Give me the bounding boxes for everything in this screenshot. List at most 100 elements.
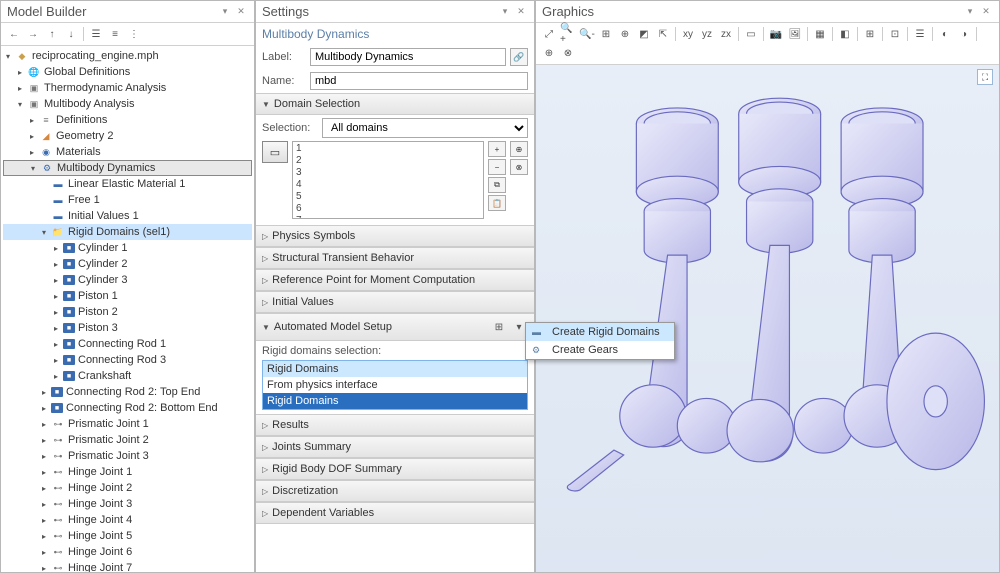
gfx-tb-icon[interactable]: zx	[717, 25, 735, 43]
gfx-tb-icon[interactable]: ▭	[742, 25, 760, 43]
gfx-tb-icon[interactable]: ⊡	[886, 25, 904, 43]
panel-menu-icon[interactable]: ▾	[963, 5, 977, 19]
rigid-sel-value[interactable]: Rigid Domains	[263, 361, 527, 377]
tree-rigid-domains[interactable]: Rigid Domains (sel1)	[67, 226, 170, 238]
tree-free[interactable]: Free 1	[67, 194, 100, 206]
section-physics[interactable]: ▷Physics Symbols	[256, 225, 534, 247]
panel-close-icon[interactable]: ✕	[514, 5, 528, 19]
section-results[interactable]: ▷Results	[256, 414, 534, 436]
tree-pj1[interactable]: Prismatic Joint 1	[67, 418, 149, 430]
tree-multibody-ana[interactable]: Multibody Analysis	[43, 98, 135, 110]
panel-menu-icon[interactable]: ▾	[498, 5, 512, 19]
domain-add-icon[interactable]: +	[488, 141, 506, 157]
tree-cr2bot[interactable]: Connecting Rod 2: Bottom End	[65, 402, 218, 414]
gfx-tb-icon[interactable]: ⊕	[616, 25, 634, 43]
tree-mbd[interactable]: Multibody Dynamics	[56, 162, 155, 174]
tree-cyl1[interactable]: Cylinder 1	[77, 242, 128, 254]
rigid-sel-opt-rigid[interactable]: Rigid Domains	[263, 393, 527, 409]
tb-expand-icon[interactable]: ☰	[87, 25, 105, 43]
panel-menu-icon[interactable]: ▾	[218, 5, 232, 19]
tree-definitions[interactable]: Definitions	[55, 114, 107, 126]
menu-create-rigid[interactable]: ▬ Create Rigid Domains	[526, 323, 674, 341]
gfx-tb-icon[interactable]: 🔍-	[578, 25, 596, 43]
tree-materials[interactable]: Materials	[55, 146, 101, 158]
autosetup-action-icon[interactable]: ⊞	[490, 318, 508, 336]
rigid-domains-dropdown[interactable]: Rigid Domains From physics interface Rig…	[262, 360, 528, 410]
gfx-tb-icon[interactable]: ◩	[635, 25, 653, 43]
tree-hj2[interactable]: Hinge Joint 2	[67, 482, 132, 494]
tree-hj4[interactable]: Hinge Joint 4	[67, 514, 132, 526]
tree-cr3[interactable]: Connecting Rod 3	[77, 354, 166, 366]
section-discret[interactable]: ▷Discretization	[256, 480, 534, 502]
tb-more-icon[interactable]: ⋮	[125, 25, 143, 43]
gfx-tb-icon[interactable]: ⊞	[597, 25, 615, 43]
tree-cyl3[interactable]: Cylinder 3	[77, 274, 128, 286]
tree-lem[interactable]: Linear Elastic Material 1	[67, 178, 185, 190]
tb-collapse-icon[interactable]: ≡	[106, 25, 124, 43]
selection-dropdown[interactable]: All domains	[322, 118, 528, 138]
section-domain-selection[interactable]: ▼ Domain Selection	[256, 93, 534, 115]
tree-cyl2[interactable]: Cylinder 2	[77, 258, 128, 270]
label-link-icon[interactable]: 🔗	[510, 48, 528, 66]
tree-geometry[interactable]: Geometry 2	[55, 130, 113, 142]
gfx-tb-icon[interactable]: ◐	[936, 25, 954, 43]
panel-close-icon[interactable]: ✕	[979, 5, 993, 19]
panel-close-icon[interactable]: ✕	[234, 5, 248, 19]
tree-hj1[interactable]: Hinge Joint 1	[67, 466, 132, 478]
section-rigiddof[interactable]: ▷Rigid Body DOF Summary	[256, 458, 534, 480]
section-initvals[interactable]: ▷Initial Values	[256, 291, 534, 313]
gfx-tb-icon[interactable]: yz	[698, 25, 716, 43]
tree-cr1[interactable]: Connecting Rod 1	[77, 338, 166, 350]
expand-viewport-icon[interactable]: ⛶	[977, 69, 993, 85]
gfx-tb-icon[interactable]: ◧	[836, 25, 854, 43]
gfx-tb-icon[interactable]: ⇱	[654, 25, 672, 43]
rigid-sel-opt-physics[interactable]: From physics interface	[263, 377, 527, 393]
gfx-tb-icon[interactable]: 📷	[767, 25, 785, 43]
tree-cr2top[interactable]: Connecting Rod 2: Top End	[65, 386, 200, 398]
tree-root[interactable]: reciprocating_engine.mph	[31, 50, 159, 62]
name-input[interactable]	[310, 72, 528, 90]
graphics-viewport[interactable]: ⛶	[536, 65, 999, 572]
section-depvars[interactable]: ▷Dependent Variables	[256, 502, 534, 524]
domain-zoom-icon[interactable]: ⊕	[510, 141, 528, 157]
model-tree[interactable]: ▾◆reciprocating_engine.mph ▸🌐Global Defi…	[1, 46, 254, 572]
tree-pis3[interactable]: Piston 3	[77, 322, 118, 334]
tree-hj5[interactable]: Hinge Joint 5	[67, 530, 132, 542]
gfx-tb-icon[interactable]: xy	[679, 25, 697, 43]
gfx-tb-icon[interactable]: ▦	[811, 25, 829, 43]
gfx-tb-icon[interactable]: ⊕	[540, 44, 558, 62]
label-input[interactable]	[310, 48, 506, 66]
gfx-tb-icon[interactable]: ⊞	[861, 25, 879, 43]
tree-pis1[interactable]: Piston 1	[77, 290, 118, 302]
gfx-tb-icon[interactable]: ☰	[911, 25, 929, 43]
tree-hj6[interactable]: Hinge Joint 6	[67, 546, 132, 558]
tree-global-def[interactable]: Global Definitions	[43, 66, 130, 78]
domain-remove-icon[interactable]: −	[488, 159, 506, 175]
gfx-tb-icon[interactable]: ◑	[955, 25, 973, 43]
tb-back-icon[interactable]: ←	[5, 25, 23, 43]
tree-thermo[interactable]: Thermodynamic Analysis	[43, 82, 166, 94]
section-joints[interactable]: ▷Joints Summary	[256, 436, 534, 458]
tb-down-icon[interactable]: ↓	[62, 25, 80, 43]
section-refpoint[interactable]: ▷Reference Point for Moment Computation	[256, 269, 534, 291]
section-autosetup[interactable]: ▼Automated Model Setup ⊞ ▾	[256, 313, 534, 341]
tb-up-icon[interactable]: ↑	[43, 25, 61, 43]
gfx-tb-icon[interactable]: 🖼	[786, 25, 804, 43]
section-transient[interactable]: ▷Structural Transient Behavior	[256, 247, 534, 269]
tb-fwd-icon[interactable]: →	[24, 25, 42, 43]
tree-pis2[interactable]: Piston 2	[77, 306, 118, 318]
tree-initvals[interactable]: Initial Values 1	[67, 210, 139, 222]
tree-crank[interactable]: Crankshaft	[77, 370, 131, 382]
tree-hj3[interactable]: Hinge Joint 3	[67, 498, 132, 510]
tree-pj3[interactable]: Prismatic Joint 3	[67, 450, 149, 462]
domain-list[interactable]: 123456789	[292, 141, 484, 219]
domain-filter-icon[interactable]: ⊗	[510, 159, 528, 175]
domain-paste-icon[interactable]: 📋	[488, 195, 506, 211]
gfx-tb-icon[interactable]: ⊗	[559, 44, 577, 62]
domain-view-button[interactable]: ▭	[262, 141, 288, 163]
gfx-tb-icon[interactable]: ⤢	[540, 25, 558, 43]
tree-pj2[interactable]: Prismatic Joint 2	[67, 434, 149, 446]
gfx-tb-icon[interactable]: 🔍+	[559, 25, 577, 43]
domain-copy-icon[interactable]: ⧉	[488, 177, 506, 193]
menu-create-gears[interactable]: ⚙ Create Gears	[526, 341, 674, 359]
